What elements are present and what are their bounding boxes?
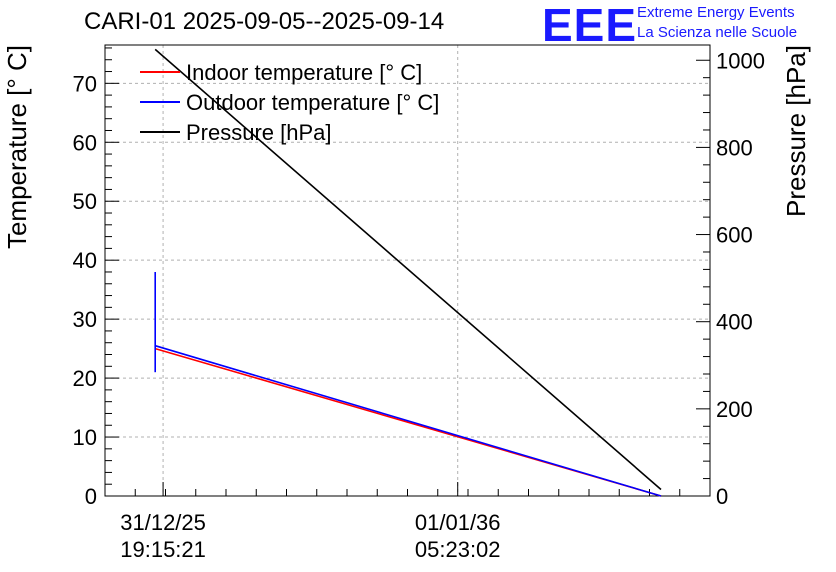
left-axis-tick-label: 70: [73, 71, 97, 96]
right-axis-title: Pressure [hPa]: [781, 45, 811, 217]
chart-title: CARI-01 2025-09-05--2025-09-14: [84, 8, 445, 35]
x-axis-tick-label-time: 05:23:02: [415, 537, 501, 562]
left-axis-tick-label: 30: [73, 307, 97, 332]
legend-label: Outdoor temperature [° C]: [186, 90, 439, 115]
right-axis-tick-label: 600: [716, 223, 753, 248]
left-axis-tick-label: 10: [73, 425, 97, 450]
left-axis-tick-label: 20: [73, 366, 97, 391]
right-axis-tick-label: 200: [716, 397, 753, 422]
legend-label: Indoor temperature [° C]: [186, 60, 422, 85]
right-axis-tick-label: 0: [716, 484, 728, 509]
left-axis-tick-label: 0: [85, 484, 97, 509]
series-line-2: [154, 344, 662, 497]
x-axis-tick-label-time: 19:15:21: [120, 537, 206, 562]
left-axis-tick-label: 50: [73, 189, 97, 214]
right-axis-tick-label: 400: [716, 310, 753, 335]
left-axis-tick-label: 40: [73, 248, 97, 273]
left-axis-title: Temperature [° C]: [2, 45, 32, 249]
right-axis-tick-label: 800: [716, 135, 753, 160]
logo-subtitle-2: La Scienza nelle Scuole: [637, 24, 798, 41]
eee-logo: EEE: [542, 0, 638, 51]
right-axis-tick-label: 1000: [716, 48, 765, 73]
x-axis-tick-label-date: 01/01/36: [415, 510, 501, 535]
left-axis-tick-label: 60: [73, 130, 97, 155]
x-axis-tick-label-date: 31/12/25: [120, 510, 206, 535]
logo-subtitle-1: Extreme Energy Events: [637, 4, 795, 21]
series-line-3: [154, 48, 662, 491]
legend-label: Pressure [hPa]: [186, 120, 332, 145]
